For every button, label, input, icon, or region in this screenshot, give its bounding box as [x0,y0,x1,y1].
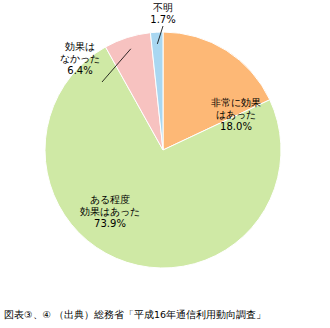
leader-line [157,26,163,44]
value-label: 6.4% [67,65,92,76]
category-label: 非常に効果はあった [211,97,261,120]
value-label: 73.9% [94,218,126,229]
value-label: 18.0% [220,121,252,132]
pie-slice [106,33,163,150]
value-label: 1.7% [150,14,175,25]
category-label: 効果はなかった [60,41,100,64]
caption: 図表③、④ （出典）総務省「平成16年通信利用動向調査」 [4,309,266,320]
leader-line [102,49,131,82]
chart-svg: 非常に効果はあった18.0% ある程度効果はあった73.9% 効果はなかった6.4%… [0,0,330,328]
labels: 非常に効果はあった18.0% ある程度効果はあった73.9% 効果はなかった6.4%… [60,2,261,229]
chart-root: 非常に効果はあった18.0% ある程度効果はあった73.9% 効果はなかった6.4%… [0,0,330,328]
slices [45,32,281,268]
category-label: 不明 [153,2,173,13]
pie-slice [150,32,163,150]
category-label: ある程度効果はあった [80,194,140,217]
